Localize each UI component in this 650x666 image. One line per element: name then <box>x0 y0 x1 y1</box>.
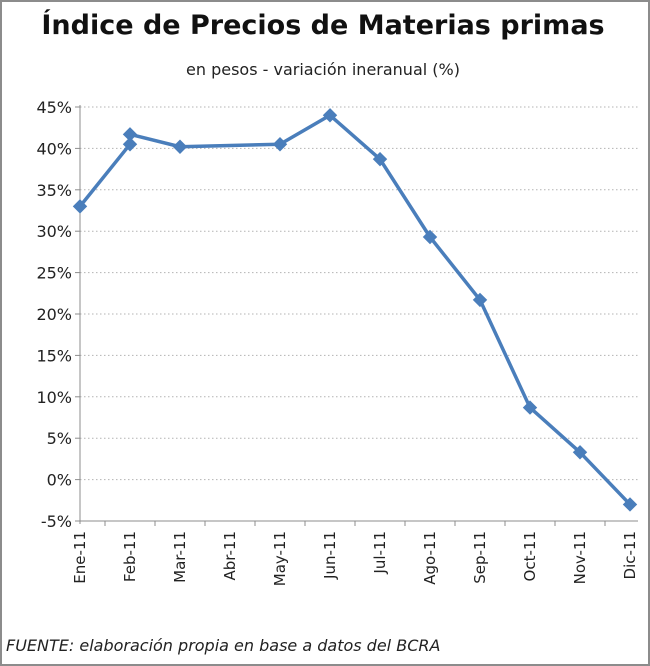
chart-subtitle: en pesos - variación ineranual (%) <box>186 60 460 79</box>
y-tick-label: 25% <box>36 264 72 283</box>
gridlines <box>80 106 638 522</box>
data-point-marker <box>522 400 538 415</box>
y-tick-label: 5% <box>47 429 72 448</box>
y-tick-label: 40% <box>36 139 72 158</box>
data-point-marker <box>72 199 88 214</box>
source-note: FUENTE: elaboración propia en base a dat… <box>6 636 441 655</box>
x-tick-label: Ene-11 <box>71 531 89 584</box>
y-tick-label: 0% <box>47 471 72 490</box>
x-axis-ticks: Ene-11 Feb-11 Mar-11 Abr-11 May-11 Jun-11 Jul-… <box>71 521 639 586</box>
x-tick-label: Ago-11 <box>421 531 439 585</box>
x-tick-label: Jun-11 <box>321 531 339 580</box>
data-point-marker <box>172 139 188 154</box>
chart-title: Índice de Precios de Materias primas <box>41 10 605 41</box>
x-tick-label: Feb-11 <box>121 531 139 582</box>
data-point-marker <box>122 137 138 152</box>
y-tick-label: -5% <box>41 512 72 531</box>
y-tick-label: 10% <box>36 388 72 407</box>
x-tick-label: Sep-11 <box>471 531 489 584</box>
data-point-marker <box>422 229 438 245</box>
data-point-marker <box>272 137 288 152</box>
x-tick-label: Jul-11 <box>371 531 389 575</box>
y-tick-label: 20% <box>36 305 72 324</box>
y-tick-label: 45% <box>36 98 72 117</box>
series-line <box>78 113 632 506</box>
data-point-marker <box>622 497 638 512</box>
y-tick-label: 30% <box>36 222 72 241</box>
data-point-marker <box>572 445 588 460</box>
x-tick-label: Abr-11 <box>221 531 239 581</box>
axes <box>79 105 638 524</box>
x-tick-label: May-11 <box>271 531 289 586</box>
data-point-marker <box>322 108 338 123</box>
data-point-marker <box>122 127 138 142</box>
series <box>72 108 638 512</box>
y-tick-label: 35% <box>36 181 72 200</box>
x-tick-label: Nov-11 <box>571 531 589 584</box>
data-point-marker <box>372 151 388 167</box>
y-axis-ticks: 45% 40% 35% 30% 25% 20% 15% 10% 5% 0% -5% <box>36 98 80 531</box>
data-point-marker <box>472 292 488 308</box>
y-tick-label: 15% <box>36 346 72 365</box>
x-tick-label: Dic-11 <box>621 531 639 579</box>
x-tick-label: Mar-11 <box>171 531 189 583</box>
x-tick-label: Oct-11 <box>521 531 539 581</box>
